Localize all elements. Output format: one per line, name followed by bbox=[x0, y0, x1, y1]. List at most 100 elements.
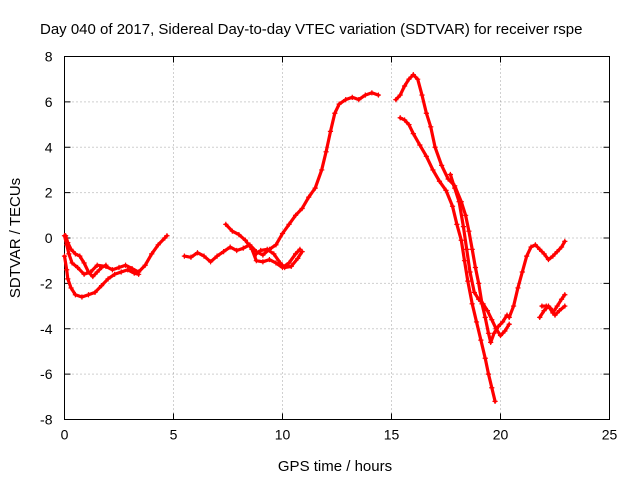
chart-title: Day 040 of 2017, Sidereal Day-to-day VTE… bbox=[40, 21, 582, 38]
data-point bbox=[66, 251, 72, 257]
y-tick-label: -4 bbox=[40, 321, 53, 337]
data-point bbox=[253, 251, 259, 257]
data-point bbox=[510, 303, 517, 309]
data-point bbox=[469, 301, 475, 307]
data-point bbox=[188, 254, 194, 260]
data-point bbox=[515, 285, 521, 291]
data-point bbox=[79, 294, 85, 300]
data-point bbox=[286, 260, 292, 266]
data-point bbox=[463, 212, 469, 218]
data-point bbox=[548, 305, 554, 311]
data-point bbox=[65, 276, 71, 282]
data-point bbox=[229, 228, 235, 234]
data-point bbox=[423, 153, 429, 159]
data-point bbox=[125, 267, 131, 273]
grid bbox=[64, 56, 610, 420]
data-point bbox=[68, 285, 74, 291]
data-point bbox=[552, 312, 558, 318]
data-point bbox=[181, 253, 187, 259]
x-tick-label: 15 bbox=[384, 427, 400, 443]
data-point bbox=[118, 269, 124, 275]
data-point bbox=[260, 252, 266, 258]
data-point bbox=[472, 264, 479, 271]
series-track-d bbox=[181, 90, 382, 265]
data-point bbox=[562, 292, 568, 298]
data-point bbox=[492, 398, 498, 404]
data-point bbox=[98, 283, 105, 289]
series-track-b bbox=[61, 253, 142, 300]
x-tick-labels: 0 5 10 15 20 25 bbox=[61, 427, 618, 443]
data-point bbox=[443, 187, 449, 193]
series-line bbox=[62, 254, 141, 299]
data-point bbox=[306, 194, 312, 200]
data-point bbox=[131, 270, 137, 276]
data-point bbox=[467, 269, 473, 275]
data-point bbox=[103, 262, 109, 268]
data-point bbox=[260, 259, 266, 265]
data-point bbox=[410, 72, 416, 78]
data-point bbox=[273, 260, 279, 266]
data-point bbox=[273, 242, 279, 248]
data-point bbox=[105, 276, 111, 282]
data-point bbox=[558, 244, 565, 250]
data-point bbox=[493, 326, 499, 332]
data-point bbox=[343, 97, 349, 103]
data-point bbox=[476, 280, 482, 286]
data-point bbox=[264, 246, 270, 252]
y-tick-label: 6 bbox=[45, 94, 53, 110]
data-point bbox=[277, 260, 283, 266]
data-point bbox=[519, 269, 525, 275]
data-point bbox=[458, 237, 464, 243]
data-point bbox=[271, 251, 277, 257]
data-point bbox=[279, 230, 286, 237]
data-point bbox=[323, 149, 329, 155]
data-point bbox=[471, 289, 477, 296]
data-point bbox=[554, 249, 560, 255]
data-point bbox=[69, 260, 75, 266]
data-point bbox=[61, 253, 68, 259]
series-track-l bbox=[539, 303, 568, 318]
data-point bbox=[116, 264, 122, 271]
data-point bbox=[415, 76, 421, 82]
data-point bbox=[299, 249, 305, 255]
data-point bbox=[465, 278, 471, 284]
data-point bbox=[201, 253, 207, 259]
data-point bbox=[356, 97, 362, 103]
data-series bbox=[61, 72, 568, 404]
axis-ticks bbox=[64, 56, 610, 420]
data-point bbox=[236, 231, 242, 238]
data-point bbox=[64, 267, 70, 273]
data-point bbox=[410, 131, 416, 137]
x-tick-label: 20 bbox=[493, 427, 509, 443]
series-line bbox=[63, 234, 108, 279]
data-point bbox=[428, 124, 434, 130]
data-point bbox=[464, 246, 470, 252]
data-point bbox=[541, 308, 547, 314]
data-point bbox=[393, 97, 399, 103]
y-tick-label: -6 bbox=[40, 366, 53, 382]
data-point bbox=[480, 301, 486, 307]
data-point bbox=[98, 264, 105, 271]
data-point bbox=[136, 271, 142, 277]
data-point bbox=[485, 330, 492, 336]
data-point bbox=[332, 110, 338, 116]
data-point bbox=[537, 314, 543, 321]
data-point bbox=[295, 255, 301, 262]
data-point bbox=[249, 246, 255, 252]
series-line bbox=[448, 172, 511, 338]
data-point bbox=[397, 115, 403, 121]
data-point bbox=[92, 289, 98, 296]
data-point bbox=[401, 83, 408, 89]
data-point bbox=[74, 264, 81, 271]
data-point bbox=[234, 247, 240, 254]
data-point bbox=[90, 273, 96, 280]
data-point bbox=[436, 178, 443, 184]
data-point bbox=[312, 185, 318, 191]
data-point bbox=[369, 90, 375, 96]
data-point bbox=[419, 92, 425, 98]
data-point bbox=[375, 92, 382, 98]
data-point bbox=[406, 76, 412, 82]
data-point bbox=[550, 253, 556, 259]
data-point bbox=[227, 244, 233, 250]
